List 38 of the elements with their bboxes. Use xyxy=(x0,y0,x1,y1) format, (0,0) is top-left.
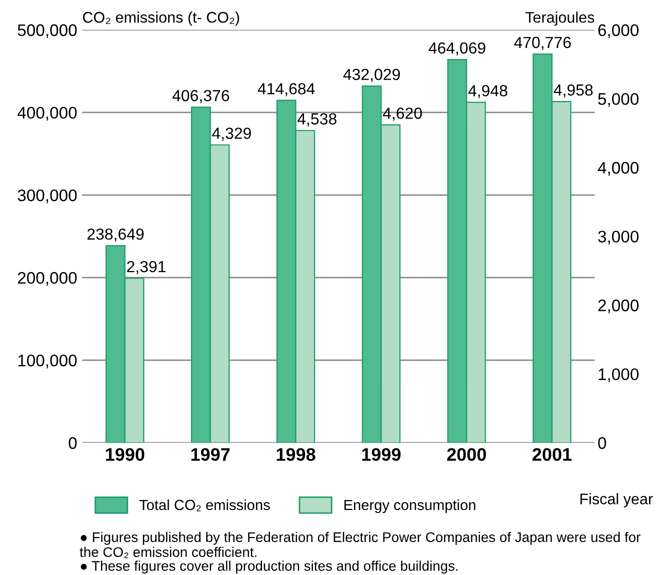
y-axis-title: CO₂ emissions (t- CO₂) xyxy=(82,12,240,26)
data-label: 464,069 xyxy=(428,42,486,56)
data-label: 4,620 xyxy=(382,108,422,121)
y-tick-label: 0 xyxy=(68,437,77,449)
data-label: 4,329 xyxy=(212,128,251,141)
y2-tick-label: 6,000 xyxy=(598,24,639,38)
y2-axis-title: Terajoules xyxy=(525,12,594,26)
x-tick-label: 2001 xyxy=(532,448,572,461)
data-label: 238,649 xyxy=(87,228,144,242)
text: ● These figures cover all production sites and office buildings. xyxy=(80,560,458,574)
data-label: 414,684 xyxy=(258,83,315,96)
y2-tick-label: 5,000 xyxy=(598,93,639,107)
y-tick-label: 500,000 xyxy=(18,24,77,38)
x-axis-title: Fiscal year xyxy=(580,493,653,508)
data-label: 2,391 xyxy=(127,260,166,274)
x-tick-label: 1997 xyxy=(191,448,230,461)
data-label: 470,776 xyxy=(514,36,571,50)
text: ● Figures published by the Federation of Electric Power Companies of Japan were used for the CO₂ emission coefficient. xyxy=(80,532,640,558)
y-tick-label: 300,000 xyxy=(18,189,77,204)
legend-label: Total CO₂ emissions xyxy=(139,499,270,512)
data-label: 432,029 xyxy=(343,68,400,82)
y2-tick-label: 3,000 xyxy=(598,230,639,244)
data-label: 4,538 xyxy=(298,113,336,126)
legend-label: Energy consumption xyxy=(344,499,476,514)
y2-tick-label: 2,000 xyxy=(598,300,639,314)
data-label: 4,958 xyxy=(554,84,593,98)
data-label: 406,376 xyxy=(172,90,230,104)
x-tick-label: 1999 xyxy=(362,448,401,461)
y2-tick-label: 4,000 xyxy=(598,162,639,176)
y2-tick-label: 1,000 xyxy=(598,368,639,382)
y-tick-label: 100,000 xyxy=(18,354,77,368)
x-tick-label: 1990 xyxy=(106,448,144,461)
y2-tick-label: 0 xyxy=(598,437,606,449)
y-tick-label: 200,000 xyxy=(18,272,77,286)
data-label: 4,948 xyxy=(468,85,508,98)
y-tick-label: 400,000 xyxy=(17,106,77,121)
x-tick-label: 1998 xyxy=(276,448,316,461)
x-tick-label: 2000 xyxy=(447,448,486,461)
